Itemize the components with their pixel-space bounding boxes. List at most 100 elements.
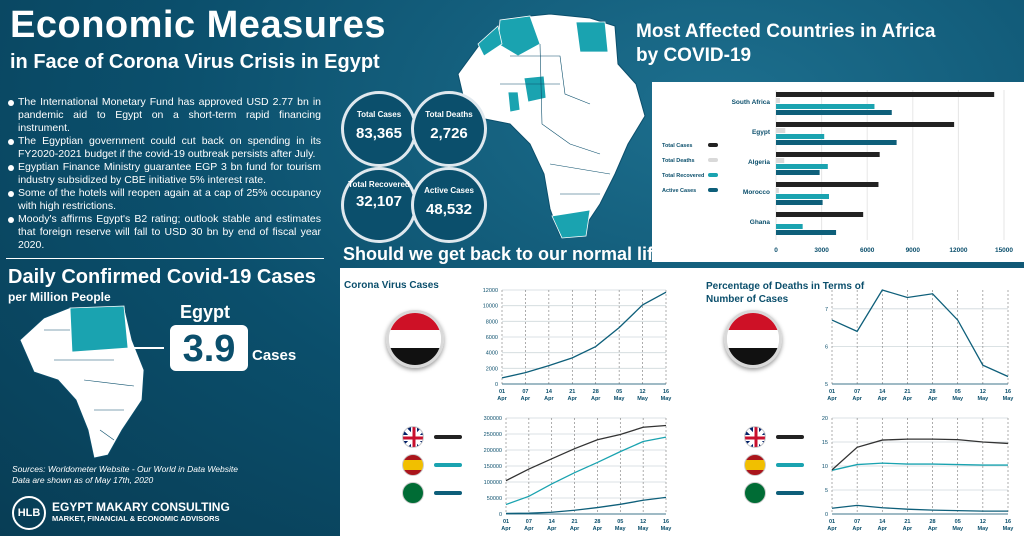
bullet-item: Egyptian Finance Ministry guarantee EGP … bbox=[6, 161, 321, 187]
x-tick-label: Apr bbox=[903, 396, 913, 402]
category-label: Ghana bbox=[750, 219, 771, 226]
category-label: South Africa bbox=[732, 99, 771, 106]
legend-label: Total Cases bbox=[662, 143, 692, 149]
bar bbox=[776, 200, 823, 205]
y-tick-label: 12000 bbox=[483, 288, 498, 294]
y-tick-label: 6 bbox=[825, 344, 828, 350]
y-tick-label: 20 bbox=[822, 416, 828, 422]
x-tick-label: Apr bbox=[521, 396, 531, 402]
stat-label: Total Recovered bbox=[348, 180, 410, 189]
category-label: Egypt bbox=[752, 129, 771, 136]
stat-total-deaths: Total Deaths 2,726 bbox=[414, 94, 484, 164]
legend-swatch bbox=[708, 158, 718, 162]
x-tick-label: 6000 bbox=[860, 247, 875, 254]
series-line bbox=[505, 424, 667, 482]
most-affected-title: Most Affected Countries in Africa by COV… bbox=[636, 20, 935, 68]
y-tick-label: 0 bbox=[495, 382, 498, 388]
egypt-region bbox=[575, 21, 609, 53]
y-tick-label: 150000 bbox=[484, 464, 502, 470]
stat-value: 32,107 bbox=[356, 193, 402, 210]
bar bbox=[776, 212, 864, 217]
cases-line-chart: 02000400060008000100001200001Apr07Apr14A… bbox=[483, 288, 672, 402]
bullet-item: The Egyptian government could cut back o… bbox=[6, 135, 321, 161]
africa-map bbox=[457, 13, 646, 239]
y-tick-label: 10 bbox=[822, 464, 828, 470]
x-tick-label: Apr bbox=[568, 396, 578, 402]
x-tick-label: May bbox=[614, 396, 626, 402]
x-tick-label: 28 bbox=[930, 389, 936, 395]
x-tick-label: 05 bbox=[955, 519, 961, 525]
x-tick-label: 16 bbox=[663, 519, 669, 525]
x-tick-label: Apr bbox=[903, 526, 913, 532]
x-tick-label: 14 bbox=[549, 519, 556, 525]
x-tick-label: Apr bbox=[593, 526, 603, 532]
x-tick-label: Apr bbox=[591, 396, 601, 402]
bar bbox=[776, 182, 879, 187]
uk-flag-icon bbox=[744, 426, 766, 448]
bottom-panel: Corona Virus Cases Percentage of Deaths … bbox=[340, 268, 1024, 536]
series-line bbox=[831, 504, 1008, 512]
bar bbox=[776, 164, 828, 169]
x-tick-label: 07 bbox=[522, 389, 528, 395]
x-tick-label: 14 bbox=[879, 389, 886, 395]
daily-country: Egypt bbox=[180, 302, 231, 322]
nigeria-region bbox=[523, 75, 547, 103]
y-tick-label: 2000 bbox=[486, 366, 498, 372]
legend-label: Total Deaths bbox=[662, 158, 695, 164]
stat-label: Active Cases bbox=[424, 186, 474, 195]
series-line bbox=[831, 438, 1009, 471]
x-tick-label: Apr bbox=[497, 396, 507, 402]
bar bbox=[776, 170, 820, 175]
company-tagline: MARKET, FINANCIAL & ECONOMIC ADVISORS bbox=[52, 514, 220, 523]
x-tick-label: Apr bbox=[852, 396, 862, 402]
south-africa-region bbox=[551, 209, 591, 239]
y-tick-label: 4000 bbox=[486, 351, 498, 357]
bar bbox=[776, 92, 995, 97]
legend-swatch bbox=[776, 435, 804, 439]
x-tick-label: 21 bbox=[904, 389, 910, 395]
page-title: Economic Measures bbox=[10, 4, 386, 46]
source-line: Data are shown as of May 17th, 2020 bbox=[12, 475, 154, 485]
x-tick-label: 07 bbox=[854, 519, 860, 525]
x-tick-label: 15000 bbox=[995, 247, 1013, 254]
bar bbox=[776, 152, 880, 157]
egypt-flag-icon bbox=[724, 310, 782, 368]
x-tick-label: 28 bbox=[930, 519, 936, 525]
stat-active-cases: Active Cases 48,532 bbox=[414, 170, 484, 240]
x-tick-label: 01 bbox=[829, 389, 835, 395]
x-tick-label: 12 bbox=[640, 519, 646, 525]
stat-value: 48,532 bbox=[426, 201, 472, 218]
x-tick-label: Apr bbox=[878, 396, 888, 402]
legend-swatch bbox=[708, 143, 718, 147]
egypt-africa-map bbox=[19, 305, 164, 459]
bar bbox=[776, 122, 955, 127]
x-tick-label: Apr bbox=[501, 526, 511, 532]
x-tick-label: 28 bbox=[593, 389, 599, 395]
legend-label: Total Recovered bbox=[662, 173, 704, 179]
series-line bbox=[501, 291, 667, 379]
deaths-chart-title: Percentage of Deaths in Terms of Number … bbox=[706, 281, 865, 305]
y-tick-label: 100000 bbox=[484, 480, 502, 486]
y-tick-label: 0 bbox=[499, 512, 502, 518]
legend-swatch bbox=[776, 463, 804, 467]
y-tick-label: 8000 bbox=[486, 319, 498, 325]
spain-flag-icon bbox=[744, 454, 766, 476]
bullet-list: The International Monetary Fund has appr… bbox=[6, 96, 321, 252]
x-tick-label: Apr bbox=[928, 396, 938, 402]
legend-label: Active Cases bbox=[662, 188, 696, 194]
bar bbox=[776, 134, 825, 139]
x-tick-label: Apr bbox=[827, 526, 837, 532]
stat-total-cases: Total Cases 83,365 bbox=[344, 94, 414, 164]
y-tick-label: 250000 bbox=[484, 432, 502, 438]
series-line bbox=[831, 289, 1009, 378]
page-subtitle: in Face of Corona Virus Crisis in Egypt bbox=[10, 51, 380, 73]
x-tick-label: 01 bbox=[503, 519, 509, 525]
source-note: Sources: Worldometer Website - Our World… bbox=[12, 464, 238, 486]
x-tick-label: May bbox=[1003, 526, 1014, 532]
x-tick-label: Apr bbox=[878, 526, 888, 532]
x-tick-label: 16 bbox=[663, 389, 669, 395]
category-label: Algeria bbox=[748, 159, 770, 166]
x-tick-label: Apr bbox=[524, 526, 534, 532]
x-tick-label: Apr bbox=[544, 396, 554, 402]
x-tick-label: Apr bbox=[827, 396, 837, 402]
